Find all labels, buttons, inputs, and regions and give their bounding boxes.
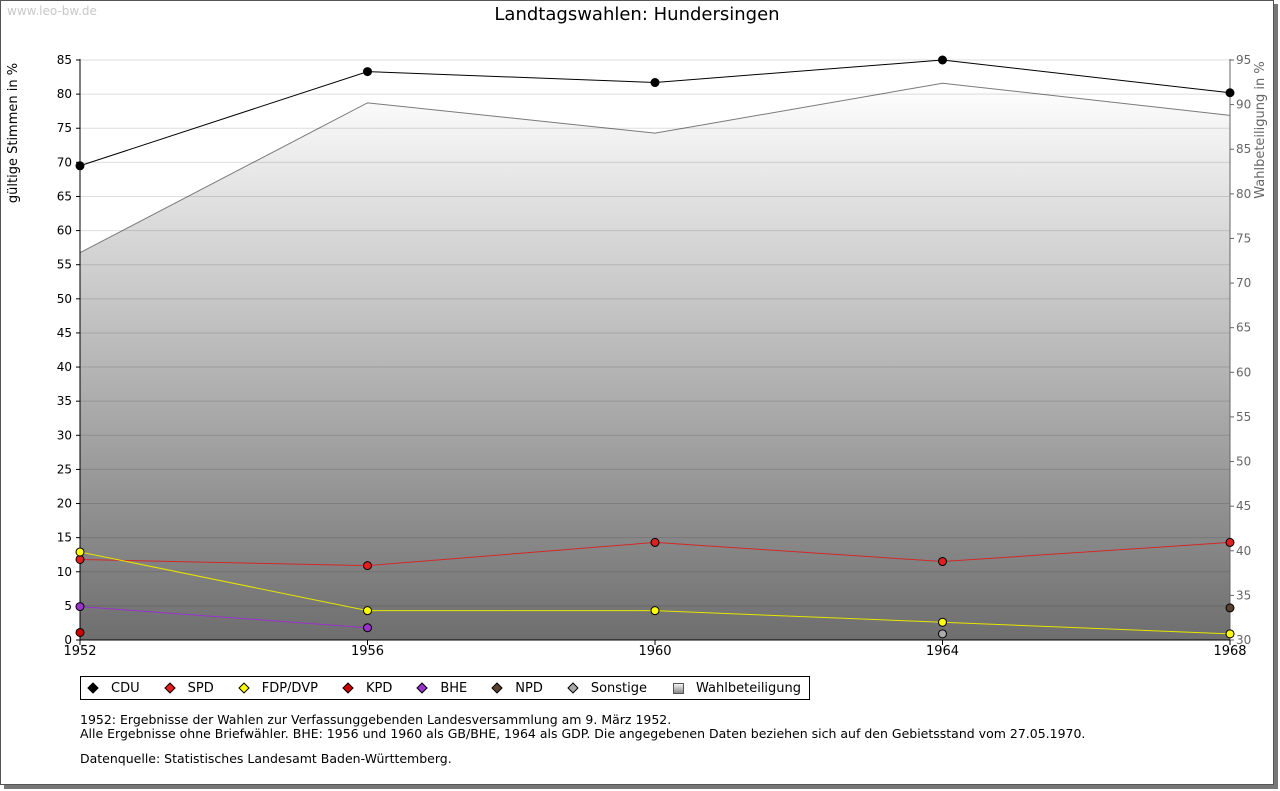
legend-label: KPD xyxy=(365,680,393,696)
spd-point[interactable] xyxy=(1225,537,1235,547)
y-tick-label-right: 35 xyxy=(1236,588,1251,602)
y-tick-label-right: 90 xyxy=(1236,98,1251,112)
y-tick-label-left: 45 xyxy=(57,326,72,340)
legend-label: Sonstige xyxy=(590,680,648,696)
spd-point[interactable] xyxy=(938,557,947,567)
legend-item-sonstige[interactable]: Sonstige xyxy=(567,680,648,696)
kpd-marker-icon xyxy=(342,682,354,694)
y-tick-label-left: 5 xyxy=(64,599,72,613)
legend-item-kpd[interactable]: KPD xyxy=(342,680,393,696)
y-tick-label-left: 40 xyxy=(57,360,72,374)
bhe-line xyxy=(79,606,368,629)
notes: 1952: Ergebnisse der Wahlen zur Verfassu… xyxy=(80,713,1085,766)
sonstige-marker-icon xyxy=(567,682,579,694)
bhe-point[interactable] xyxy=(75,602,85,612)
y-tick-label-left: 35 xyxy=(57,394,72,408)
y-axis-title-right: Wahlbeteiligung in % xyxy=(1253,61,1268,198)
cdu-point[interactable] xyxy=(650,78,660,88)
bhe-marker-icon xyxy=(416,682,428,694)
fdp-dvp-marker-icon xyxy=(238,682,250,694)
y-tick-label-right: 75 xyxy=(1236,231,1251,245)
y-tick-label-left: 15 xyxy=(57,531,72,545)
fdp-dvp-point[interactable] xyxy=(650,606,660,616)
cdu-point[interactable] xyxy=(363,67,372,77)
turnout-area xyxy=(80,83,1230,640)
legend-item-spd[interactable]: SPD xyxy=(163,680,214,696)
chart-svg: 0 5 10 15 20 25 30 35 40 45 50 55 60 65 70 75 80 85 30 35 40… xyxy=(6,53,1268,659)
y-tick-label-right: 80 xyxy=(1236,187,1251,201)
fdp-dvp-point[interactable] xyxy=(938,617,947,627)
spd-marker-icon xyxy=(163,682,176,694)
bhe-point[interactable] xyxy=(363,623,372,633)
y-tick-label-right: 45 xyxy=(1236,499,1251,513)
cdu-point[interactable] xyxy=(938,55,947,65)
y-axis-title-left: gültige Stimmen in % xyxy=(6,63,21,203)
legend-item-wahlbeteiligung[interactable]: Wahlbeteiligung xyxy=(673,681,801,696)
cdu-point[interactable] xyxy=(75,161,85,171)
fdp-dvp-point[interactable] xyxy=(1225,629,1235,639)
legend-label: SPD xyxy=(187,680,214,696)
y-tick-label-left: 80 xyxy=(57,87,72,101)
y-tick-label-left: 0 xyxy=(64,633,72,647)
x-tick-label: 1952 xyxy=(63,644,96,659)
y-tick-label-right: 65 xyxy=(1236,321,1251,335)
y-tick-label-right: 40 xyxy=(1236,544,1251,558)
note-line-1: 1952: Ergebnisse der Wahlen zur Verfassu… xyxy=(80,712,672,727)
y-tick-label-left: 50 xyxy=(57,292,72,306)
legend-label: CDU xyxy=(111,680,140,696)
y-tick-label-left: 20 xyxy=(57,497,72,511)
kpd-point[interactable] xyxy=(75,627,85,637)
y-tick-label-left: 55 xyxy=(57,258,72,272)
y-tick-label-right: 85 xyxy=(1236,142,1251,156)
y-tick-label-left: 75 xyxy=(57,121,72,135)
y-tick-label-left: 65 xyxy=(57,189,72,203)
legend-label: Wahlbeteiligung xyxy=(696,680,802,696)
y-tick-label-right: 50 xyxy=(1236,455,1251,469)
note-source: Datenquelle: Statistisches Landesamt Bad… xyxy=(80,751,452,766)
legend-item-npd[interactable]: NPD xyxy=(491,680,543,696)
x-tick-label: 1968 xyxy=(1213,644,1246,659)
spd-point[interactable] xyxy=(75,554,85,564)
legend-label: NPD xyxy=(515,680,543,696)
y-tick-label-right: 70 xyxy=(1236,276,1251,290)
fdp-dvp-point[interactable] xyxy=(363,606,372,616)
y-tick-label-left: 25 xyxy=(57,462,72,476)
y-tick-label-right: 60 xyxy=(1236,365,1251,379)
legend: CDU SPD FDP/DVP KPD BHE NPD Sonstige Wah… xyxy=(80,676,811,700)
spd-point[interactable] xyxy=(650,537,660,547)
spd-point[interactable] xyxy=(363,561,372,571)
chart-title: Landtagswahlen: Hundersingen xyxy=(494,4,780,25)
watermark: www.leo-bw.de xyxy=(7,4,97,18)
legend-label: FDP/DVP xyxy=(261,680,318,696)
y-tick-label-left: 85 xyxy=(57,53,72,67)
legend-item-bhe[interactable]: BHE xyxy=(416,680,468,696)
npd-point[interactable] xyxy=(1225,603,1235,613)
y-tick-label-left: 70 xyxy=(57,155,72,169)
fdp-dvp-point[interactable] xyxy=(75,547,85,557)
note-line-2: Alle Ergebnisse ohne Briefwähler. BHE: 1… xyxy=(80,725,1086,741)
y-tick-label-left: 60 xyxy=(57,224,72,238)
y-tick-label-right: 30 xyxy=(1236,633,1251,647)
sonstige-point[interactable] xyxy=(938,629,947,639)
legend-item-cdu[interactable]: CDU xyxy=(87,680,140,696)
turnout-line xyxy=(79,82,1231,254)
cdu-point[interactable] xyxy=(1225,88,1235,98)
legend-item-fdp-dvp[interactable]: FDP/DVP xyxy=(238,680,318,696)
turnout-area-icon xyxy=(673,682,685,694)
x-tick-label: 1960 xyxy=(638,644,671,659)
x-tick-label: 1964 xyxy=(926,644,959,659)
y-tick-label-left: 30 xyxy=(57,428,72,442)
npd-marker-icon xyxy=(491,682,503,694)
y-tick-label-left: 10 xyxy=(57,565,72,579)
cdu-marker-icon xyxy=(87,682,99,694)
y-tick-label-right: 95 xyxy=(1236,53,1251,67)
x-tick-label: 1956 xyxy=(351,644,384,659)
legend-label: BHE xyxy=(440,680,468,696)
y-tick-label-right: 55 xyxy=(1236,410,1251,424)
